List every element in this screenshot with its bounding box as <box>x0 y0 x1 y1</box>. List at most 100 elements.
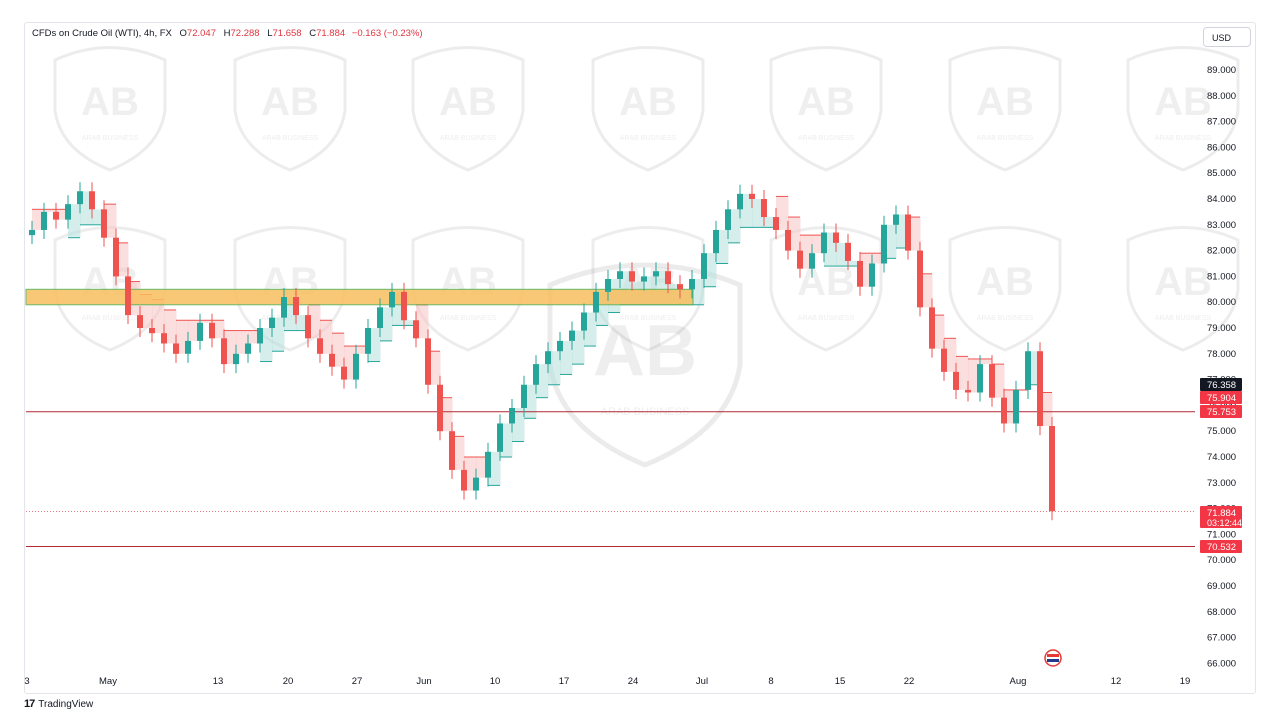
x-tick-label: 8 <box>768 676 773 687</box>
candle-body <box>113 237 119 277</box>
band-segment <box>452 436 465 470</box>
low-label: L <box>267 28 273 39</box>
watermarks: AB ARAB BUSINESS AB ARAB BUSINESS AB ARAB BUS… <box>53 46 1240 468</box>
watermark-text: ARAB BUSINESS <box>798 315 855 322</box>
candle-body <box>653 271 659 277</box>
symbol-header[interactable]: CFDs on Crude Oil (WTI), 4h, FX O72.047 … <box>32 28 423 39</box>
shield-icon <box>591 46 705 172</box>
x-tick-label: 27 <box>352 676 363 687</box>
candle-body <box>41 211 47 230</box>
price-tag-label: 71.884 <box>1207 508 1236 519</box>
band-segment <box>500 423 513 457</box>
y-tick-label: 71.000 <box>1207 529 1236 540</box>
x-tick-label: 3 <box>24 676 29 687</box>
candle-body <box>545 351 551 365</box>
band-segment <box>524 384 537 419</box>
time-axis[interactable]: 3 May 13 20 27 Jun 10 17 24 Jul 8 15 22 Aug 12 19 <box>24 676 1190 687</box>
price-tag-label: 75.904 <box>1207 393 1236 404</box>
watermark-monogram: AB <box>1154 80 1212 124</box>
y-tick-label: 69.000 <box>1207 581 1236 592</box>
watermark-text: ARAB BUSINESS <box>798 135 855 142</box>
candle-body <box>485 451 491 478</box>
watermark-monogram: AB <box>619 80 677 124</box>
candle-body <box>977 364 983 393</box>
candle-body <box>89 191 95 210</box>
footer[interactable]: 17 TradingView <box>24 698 93 710</box>
y-tick-label: 70.000 <box>1207 555 1236 566</box>
open-value: 72.047 <box>186 28 216 39</box>
candle-body <box>257 328 263 344</box>
candle-body <box>1025 351 1031 390</box>
price-tag <box>1200 405 1242 418</box>
y-tick-label: 80.000 <box>1207 297 1236 308</box>
y-tick-label: 75.000 <box>1207 426 1236 437</box>
candle-body <box>749 193 755 199</box>
x-tick-label: 17 <box>559 676 570 687</box>
price-tag-countdown: 03:12:44 <box>1207 518 1242 528</box>
candle-body <box>161 333 167 344</box>
candle-body <box>617 271 623 279</box>
currency-selector[interactable]: USD <box>1203 27 1251 47</box>
price-tag-label: 70.532 <box>1207 542 1236 553</box>
low-value: 71.658 <box>272 28 302 39</box>
band-segment <box>404 320 417 326</box>
candle-body <box>701 253 707 279</box>
shield-icon <box>233 46 347 172</box>
candle-body <box>965 389 971 393</box>
candle-body <box>917 250 923 308</box>
band-segment <box>164 309 177 344</box>
candle-body <box>725 209 731 230</box>
price-tag <box>1200 378 1242 391</box>
event-flag[interactable] <box>1044 649 1062 667</box>
band-segment <box>260 328 273 362</box>
candle-body <box>209 322 215 339</box>
candle-body <box>185 340 191 354</box>
watermark-logo: AB ARAB BUSINESS <box>591 46 705 172</box>
watermark-text: ARAB BUSINESS <box>440 315 497 322</box>
candle-body <box>233 353 239 365</box>
candle-body <box>221 338 227 365</box>
y-tick-label: 83.000 <box>1207 220 1236 231</box>
candle-body <box>137 315 143 328</box>
candle-body <box>389 291 395 308</box>
candle-body <box>689 278 695 290</box>
watermark-monogram: AB <box>439 80 497 124</box>
high-label: H <box>223 28 231 39</box>
band-segment <box>776 196 789 230</box>
band-segment <box>584 312 597 347</box>
watermark-monogram: AB <box>976 80 1034 124</box>
band-segment <box>512 407 525 442</box>
band-segment <box>356 346 369 354</box>
candle-body <box>365 328 371 354</box>
watermark-monogram: AB <box>81 80 139 124</box>
candle-body <box>317 338 323 354</box>
band-segment <box>320 320 333 354</box>
candle-body <box>605 278 611 292</box>
candle-body <box>281 297 287 318</box>
open-label: O <box>179 28 187 39</box>
watermark-text: ARAB BUSINESS <box>1155 135 1212 142</box>
candle-body <box>65 204 71 220</box>
close-value: 71.884 <box>316 28 346 39</box>
y-tick-label: 86.000 <box>1207 142 1236 153</box>
x-tick-label: 12 <box>1111 676 1122 687</box>
watermark-monogram: AB <box>261 80 319 124</box>
candle-body <box>149 328 155 334</box>
candle-body <box>665 271 671 285</box>
price-tag <box>1200 391 1242 404</box>
horizontal-levels <box>26 411 1195 547</box>
band-segment <box>548 351 561 385</box>
candle-body <box>101 209 107 238</box>
candle-body <box>1001 397 1007 424</box>
price-axis[interactable]: 66.00067.00068.00069.00070.00071.00072.0… <box>1207 65 1236 669</box>
band-segment <box>920 273 933 308</box>
candle-body <box>473 477 479 491</box>
candle-body <box>1013 389 1019 424</box>
x-tick-label: Jun <box>416 676 431 687</box>
watermark-text: ARAB BUSINESS <box>620 135 677 142</box>
candle-body <box>929 307 935 349</box>
